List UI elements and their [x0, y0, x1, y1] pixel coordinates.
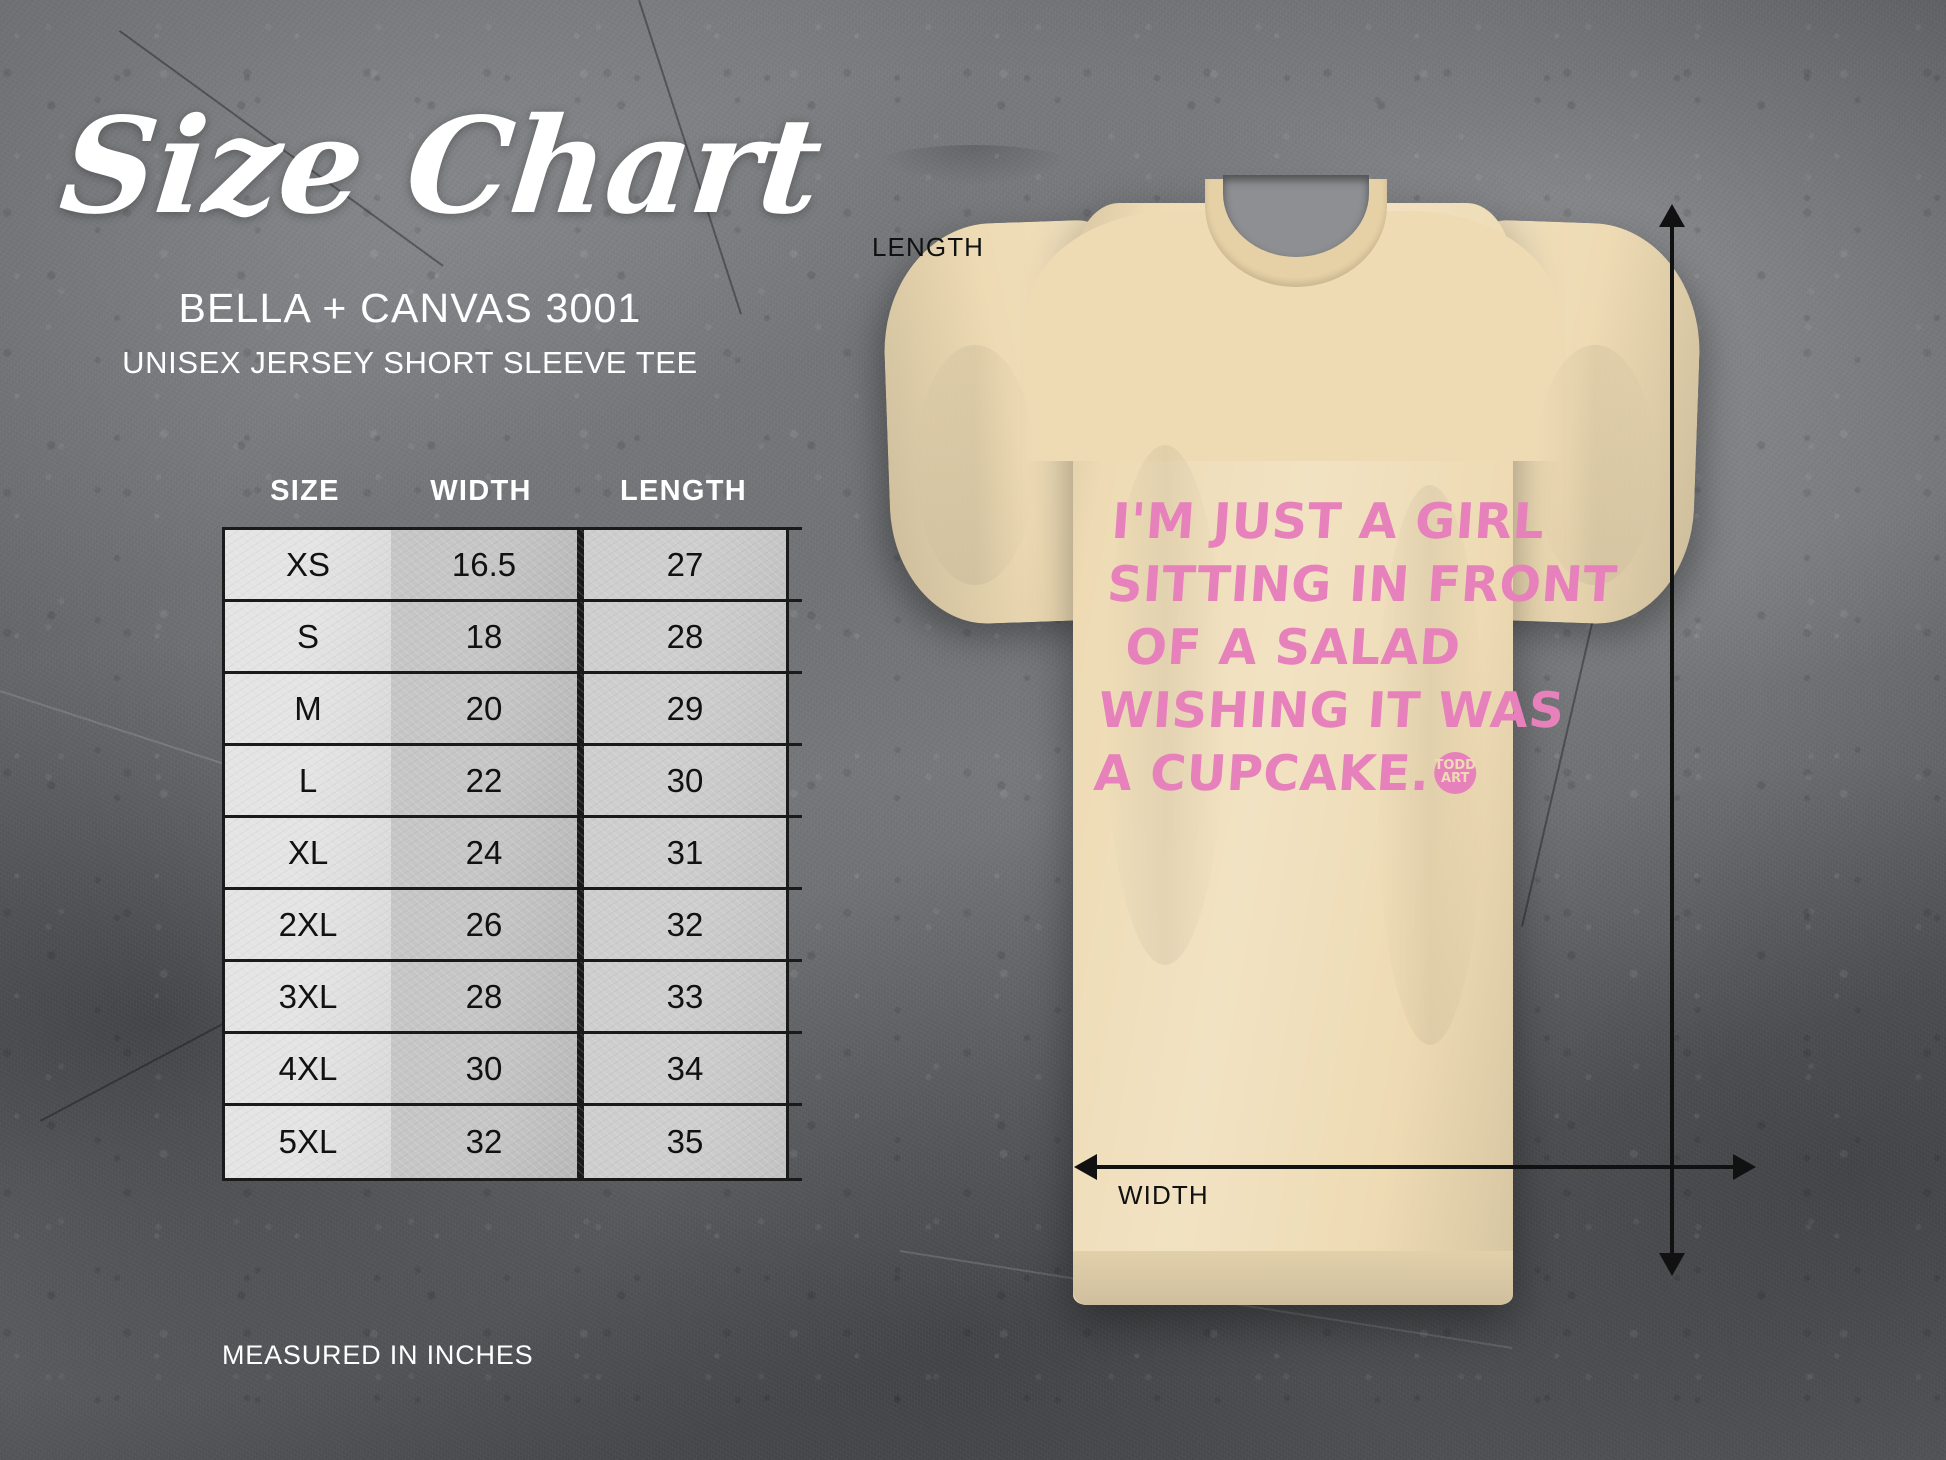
cell-length: 31	[584, 818, 789, 887]
table-row: 2XL 26 32	[225, 890, 802, 962]
table-row: L 22 30	[225, 746, 802, 818]
column-header-width: WIDTH	[430, 474, 532, 507]
cell-divider	[577, 746, 584, 815]
column-header-length: LENGTH	[619, 474, 747, 507]
arrow-head-up-icon	[1659, 204, 1685, 227]
width-measure-label: WIDTH	[1118, 1180, 1209, 1210]
column-header-size: SIZE	[270, 474, 340, 507]
cell-divider	[577, 1106, 584, 1178]
cell-width: 18	[391, 602, 577, 671]
cell-divider	[577, 818, 584, 887]
measurement-units-note: MEASURED IN INCHES	[222, 1340, 534, 1370]
cell-size: 2XL	[225, 890, 391, 959]
size-table: SIZE WIDTH LENGTH XS 16.5 27 S 18 28	[222, 465, 802, 1181]
product-subtitle: UNISEX JERSEY SHORT SLEEVE TEE	[122, 345, 698, 380]
cell-width: 28	[391, 962, 577, 1031]
tshirt-mockup: I'M JUST A GIRL SITTING IN FRONT OF A SA…	[875, 145, 1705, 1305]
length-measure-label: LENGTH	[872, 232, 985, 262]
page-title: Size Chart	[54, 89, 828, 244]
print-line-1: I'M JUST A GIRL	[1109, 493, 1547, 550]
table-row: S 18 28	[225, 602, 802, 674]
table-row: 4XL 30 34	[225, 1034, 802, 1106]
cell-size: XL	[225, 818, 391, 887]
tshirt-hem	[1073, 1251, 1513, 1305]
cell-size: M	[225, 674, 391, 743]
cell-size: L	[225, 746, 391, 815]
table-row: 5XL 32 35	[225, 1106, 802, 1178]
cell-divider	[577, 890, 584, 959]
cell-size: XS	[225, 530, 391, 599]
tshirt-mockup-panel: I'M JUST A GIRL SITTING IN FRONT OF A SA…	[840, 0, 1946, 1460]
cell-size: S	[225, 602, 391, 671]
size-chart-panel: Size Chart BELLA + CANVAS 3001 UNISEX JE…	[0, 0, 880, 1460]
cell-size: 5XL	[225, 1106, 391, 1178]
cell-size: 4XL	[225, 1034, 391, 1103]
table-row: 3XL 28 33	[225, 962, 802, 1034]
table-row: XL 24 31	[225, 818, 802, 890]
cell-length: 30	[584, 746, 789, 815]
table-header-row: SIZE WIDTH LENGTH	[222, 465, 802, 517]
cell-length: 27	[584, 530, 789, 599]
cell-width: 24	[391, 818, 577, 887]
arrow-head-right-icon	[1733, 1154, 1756, 1180]
cell-divider	[577, 1034, 584, 1103]
header-spacer	[574, 465, 581, 517]
cell-length: 28	[584, 602, 789, 671]
arrow-head-down-icon	[1659, 1253, 1685, 1276]
cell-width: 26	[391, 890, 577, 959]
cell-divider	[577, 674, 584, 743]
cell-width: 20	[391, 674, 577, 743]
cell-divider	[577, 962, 584, 1031]
cell-length: 29	[584, 674, 789, 743]
print-line-5: A CUPCAKE. TODD ART	[1092, 742, 1476, 805]
length-measure-arrow-icon	[1659, 204, 1685, 1276]
width-measure-arrow-icon	[1074, 1154, 1756, 1180]
tshirt-print-text: I'M JUST A GIRL SITTING IN FRONT OF A SA…	[1092, 490, 1620, 805]
cell-length: 35	[584, 1106, 789, 1178]
cell-length: 34	[584, 1034, 789, 1103]
cell-divider	[577, 530, 584, 599]
cell-width: 32	[391, 1106, 577, 1178]
cell-divider	[577, 602, 584, 671]
cell-width: 22	[391, 746, 577, 815]
print-line-2: SITTING IN FRONT	[1105, 556, 1620, 613]
cell-width: 16.5	[391, 530, 577, 599]
table-body: XS 16.5 27 S 18 28 M 20 29	[222, 527, 802, 1181]
cell-length: 33	[584, 962, 789, 1031]
print-line-4: WISHING IT WAS	[1096, 682, 1567, 739]
badge-bottom-text: ART	[1440, 771, 1469, 786]
arrow-head-left-icon	[1074, 1154, 1097, 1180]
cell-size: 3XL	[225, 962, 391, 1031]
print-line-3: OF A SALAD	[1123, 619, 1463, 676]
cell-width: 30	[391, 1034, 577, 1103]
todd-art-badge-icon: TODD ART	[1433, 752, 1476, 794]
print-line-5-text: A CUPCAKE.	[1092, 745, 1432, 802]
table-row: XS 16.5 27	[225, 530, 802, 602]
table-row: M 20 29	[225, 674, 802, 746]
tshirt-collar-shadow	[875, 145, 1073, 185]
brand-subtitle: BELLA + CANVAS 3001	[178, 285, 642, 331]
cell-length: 32	[584, 890, 789, 959]
